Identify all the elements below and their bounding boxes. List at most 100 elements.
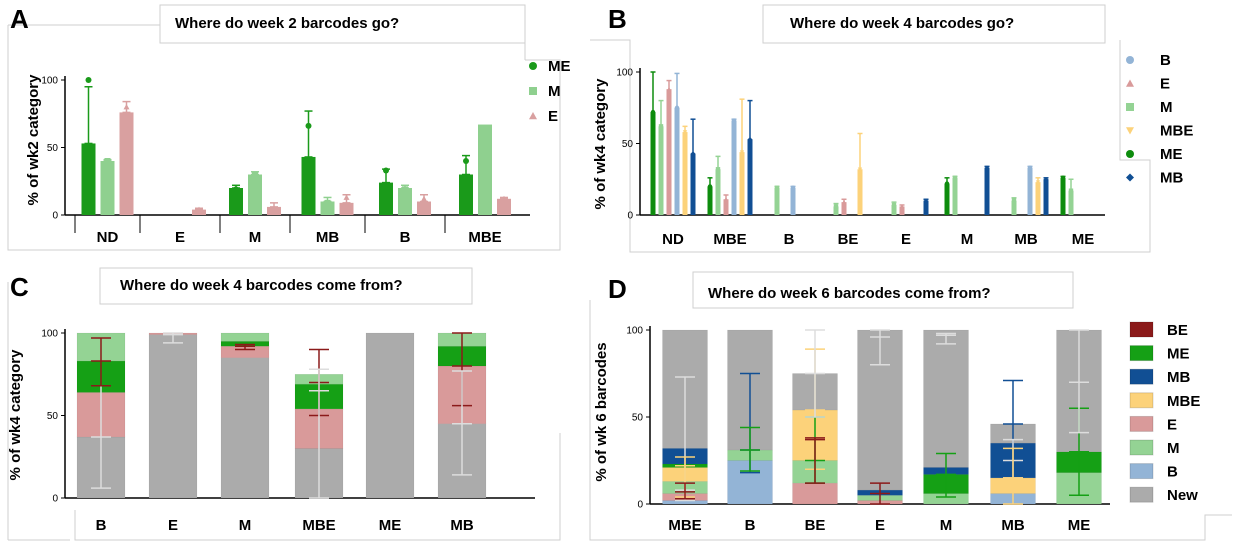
legend-swatch-be <box>1129 321 1154 338</box>
panel-d-x-tick-label: E <box>875 517 885 534</box>
segment-m-new <box>923 329 969 468</box>
legend-label-m: M <box>1160 99 1173 116</box>
panel-c-label: C <box>10 272 29 302</box>
panel-b-x-tick-label: M <box>961 231 974 248</box>
point-nd-mbe <box>682 130 688 135</box>
legend-marker-m <box>1126 103 1134 111</box>
point-nd-e <box>123 114 130 121</box>
panel-b-x-tick-label: MB <box>1014 231 1037 248</box>
bar-e-m <box>891 204 897 215</box>
point-nd-m <box>658 124 664 129</box>
legend-marker-m <box>529 87 537 95</box>
point-e-e <box>899 204 905 209</box>
panel-c-x-tick-label: E <box>168 517 178 534</box>
panel-d-frame <box>589 300 1232 541</box>
point-mbe-me <box>463 158 469 164</box>
bar-nd-mbe <box>682 132 688 215</box>
panel-b-plot: 0 50 100 ND MBE B BE E M MB ME <box>616 68 1105 248</box>
panel-b-title-box <box>762 4 1106 44</box>
bar-b-e <box>417 201 431 215</box>
panel-c-title-box <box>99 267 473 305</box>
segment-be-e <box>792 482 838 505</box>
point-m-m <box>952 175 958 181</box>
legend-label-mb: MB <box>1167 369 1190 386</box>
panel-d-x-tick-label: BE <box>805 517 826 534</box>
legend-marker-mbe <box>1126 127 1134 135</box>
point-b-me <box>383 167 389 174</box>
bar-be-m <box>833 206 839 215</box>
point-m-e <box>271 205 277 211</box>
point-mb-m <box>324 199 331 206</box>
legend-label-e: E <box>548 108 558 125</box>
point-mb-e <box>343 201 350 207</box>
panel-c-x-tick-label: B <box>96 517 107 534</box>
panel-a-x-tick-label: B <box>400 229 411 246</box>
panel-b: B Where do week 4 barcodes go? % of wk4 … <box>590 4 1193 253</box>
point-me-m <box>1068 188 1074 193</box>
legend-label-me: ME <box>548 58 571 75</box>
panel-b-y-tick-label: 0 <box>627 211 633 222</box>
bar-mbe-m <box>715 169 721 215</box>
bar-m-mb <box>984 167 990 215</box>
panel-c-x-tick-label: M <box>239 517 252 534</box>
panel-c-x-tick-label: ME <box>379 517 402 534</box>
bar-be-mbe <box>857 169 863 215</box>
bar-mb-e <box>339 202 354 215</box>
segment-me-new <box>365 332 415 499</box>
legend-swatch-mbe <box>1129 392 1154 409</box>
bar-mbe-me <box>707 186 713 215</box>
point-nd-me <box>650 109 656 115</box>
legend-swatch-new <box>1129 486 1154 503</box>
panel-a-x-tick-label: ND <box>97 229 119 246</box>
panel-d: D Where do week 6 barcodes come from? % … <box>589 271 1232 541</box>
legend-label-e: E <box>1167 416 1177 433</box>
bar-e-mb <box>923 200 929 215</box>
panel-c-plot: 0 50 100 B E M MBE ME MB <box>41 329 535 534</box>
point-b-m <box>774 185 780 191</box>
legend-label-mbe: MBE <box>1167 393 1200 410</box>
point-be-mbe <box>857 167 863 172</box>
panel-b-x-tick-label: ME <box>1072 231 1095 248</box>
panel-c-y-axis-label: % of wk4 category <box>7 349 24 481</box>
bar-nd-me <box>650 112 656 215</box>
legend-swatch-mb <box>1129 368 1154 385</box>
legend-marker-b <box>1126 56 1134 64</box>
panel-a-x-tick-label: E <box>175 229 185 246</box>
point-m-m <box>252 171 258 178</box>
bar-nd-e <box>119 112 134 215</box>
panel-d-y-tick-label: 0 <box>637 500 643 511</box>
bar-nd-e <box>666 89 672 215</box>
panel-b-label: B <box>608 4 627 34</box>
legend-marker-mb <box>1126 173 1134 182</box>
point-b-m <box>402 186 408 193</box>
point-nd-me <box>85 77 92 83</box>
panel-d-x-tick-label: B <box>745 517 756 534</box>
bar-mbe-m <box>478 124 492 215</box>
panel-d-y-tick-label: 50 <box>632 413 644 424</box>
point-be-e <box>841 199 847 204</box>
point-me-me <box>1060 175 1066 181</box>
panel-a-title-box <box>159 4 526 44</box>
panel-b-x-tick-label: E <box>901 231 911 248</box>
legend-label-mb: MB <box>1160 170 1183 187</box>
point-nd-mb <box>690 151 696 156</box>
point-b-b <box>790 185 796 191</box>
point-mb-mbe <box>1035 180 1041 185</box>
panel-c-frame <box>7 282 561 541</box>
point-e-mb <box>923 198 929 203</box>
point-e-m <box>891 202 897 208</box>
legend-label-new: New <box>1167 487 1198 504</box>
panel-b-x-tick-label: ND <box>662 231 684 248</box>
legend-marker-me <box>1126 150 1134 158</box>
panel-c-y-tick-label: 100 <box>41 329 58 340</box>
bar-m-m <box>248 174 262 215</box>
panel-a-x-tick-label: MB <box>316 229 339 246</box>
panel-b-x-tick-label: BE <box>838 231 859 248</box>
bar-be-e <box>841 202 847 215</box>
point-e-e <box>196 206 202 212</box>
legend-label-b: B <box>1167 464 1178 481</box>
point-mbe-e <box>501 195 507 202</box>
point-b-e <box>421 195 427 202</box>
